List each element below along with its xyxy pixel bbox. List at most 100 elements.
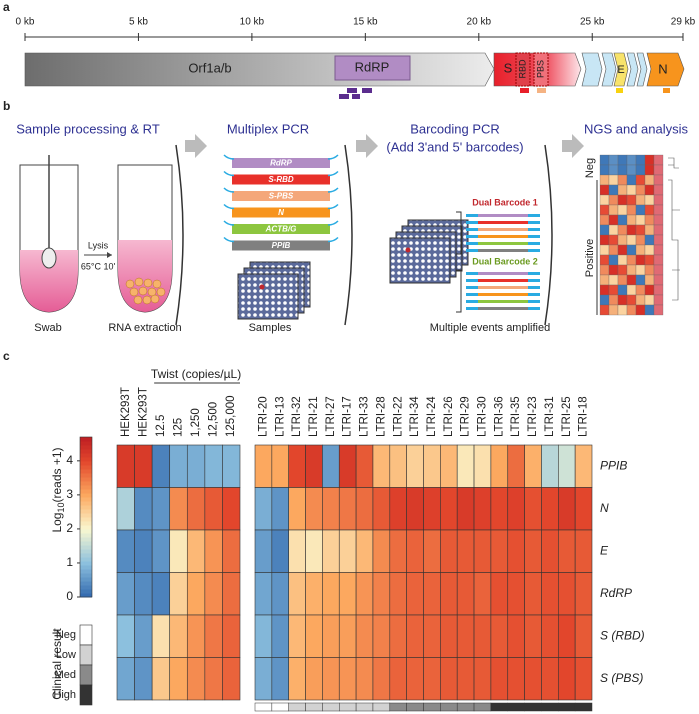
mini-cell — [635, 154, 646, 166]
heat-cell — [134, 444, 153, 488]
colorbar-tick-label: 0 — [66, 589, 73, 603]
heat-cell — [541, 487, 559, 531]
barcode-end — [528, 235, 540, 238]
primer — [327, 170, 339, 177]
heat-cell — [406, 487, 424, 531]
heat-cell — [288, 572, 306, 616]
mini-cell — [599, 224, 610, 236]
colorbar-segment — [80, 553, 92, 558]
e-block — [613, 52, 629, 87]
mini-cell — [617, 234, 628, 246]
primer — [352, 94, 360, 99]
mini-cell — [626, 174, 637, 186]
heat-cell — [423, 444, 441, 488]
column-label: 1,250 — [190, 408, 202, 437]
heat-cell — [288, 657, 306, 701]
colorbar-segment — [80, 549, 92, 554]
heat-cell — [305, 529, 323, 573]
colorbar-segment — [80, 493, 92, 498]
colorbar-segment — [80, 581, 92, 586]
colorbar-segment — [80, 505, 92, 510]
heat-cell — [456, 487, 475, 531]
m-block — [626, 52, 639, 87]
bracket — [544, 144, 553, 326]
heat-cell — [524, 529, 542, 573]
barcode-end — [466, 279, 478, 282]
amplicon-line — [478, 235, 528, 238]
mini-cell — [644, 264, 655, 276]
column-label: 125 — [173, 418, 185, 437]
barcode-end — [528, 293, 540, 296]
mini-cell — [599, 194, 610, 206]
mini-cell — [617, 204, 628, 216]
colorbar-segment — [80, 585, 92, 590]
amplicon-line — [478, 249, 528, 252]
heat-cell — [186, 657, 206, 701]
bracket — [344, 144, 353, 326]
mini-cell — [599, 294, 610, 306]
colorbar-segment — [80, 521, 92, 526]
heat-cell — [204, 487, 223, 531]
axis-tick-label: 10 kb — [240, 17, 265, 28]
heat-cell — [305, 614, 323, 658]
colorbar-segment — [80, 465, 92, 470]
primer — [223, 170, 235, 177]
clinical-cell — [541, 702, 559, 712]
arrow-head — [107, 252, 112, 258]
legend-label: Med — [55, 669, 76, 681]
mini-cell — [653, 254, 664, 266]
primer — [347, 88, 357, 93]
mini-cell — [626, 254, 637, 266]
step-title: Barcoding PCR — [410, 121, 500, 136]
panel-label: b — [3, 99, 10, 113]
heat-cell — [355, 487, 374, 531]
mini-cell — [617, 194, 628, 206]
heat-cell — [389, 614, 407, 658]
heat-cell — [169, 487, 188, 531]
heat-cell — [204, 614, 223, 658]
heat-cell — [151, 614, 171, 658]
heat-cell — [440, 572, 458, 616]
mini-cell — [635, 264, 646, 276]
primer — [520, 88, 529, 93]
mini-cell — [653, 224, 664, 236]
heat-cell — [507, 572, 525, 616]
step-title: Sample processing & RT — [16, 121, 160, 136]
mini-cell — [617, 214, 628, 226]
mini-cell — [608, 264, 619, 276]
mini-cell — [635, 254, 646, 266]
mini-cell — [644, 294, 655, 306]
step-title: NGS and analysis — [584, 121, 689, 136]
heat-cell — [271, 572, 290, 616]
mini-cell — [599, 304, 610, 316]
heat-cell — [473, 529, 492, 573]
amplicon-line — [478, 214, 528, 217]
mini-cell — [626, 204, 637, 216]
mini-cell — [617, 164, 628, 176]
barcode-end — [466, 293, 478, 296]
colorbar-segment — [80, 449, 92, 454]
mini-cell — [608, 284, 619, 296]
barcode-label: Dual Barcode 2 — [472, 256, 538, 266]
amplicon-line — [478, 279, 528, 282]
colorbar-segment — [80, 457, 92, 462]
orf3-block — [581, 52, 603, 87]
heat-cell — [254, 657, 273, 701]
colorbar-segment — [80, 509, 92, 514]
heat-cell — [557, 444, 576, 488]
heat-cell — [322, 444, 340, 488]
heat-cell — [305, 572, 323, 616]
mini-cell — [608, 254, 619, 266]
mini-cell — [644, 244, 655, 256]
mini-cell — [617, 244, 628, 256]
gene-label: E — [617, 64, 624, 76]
heat-cell — [490, 657, 509, 701]
heat-cell — [406, 529, 424, 573]
heat-cell — [389, 572, 407, 616]
clinical-cell — [355, 702, 374, 712]
orf-block — [636, 52, 648, 87]
primer — [327, 203, 339, 210]
mini-cell — [644, 204, 655, 216]
barcoded-amplicons — [466, 214, 540, 310]
